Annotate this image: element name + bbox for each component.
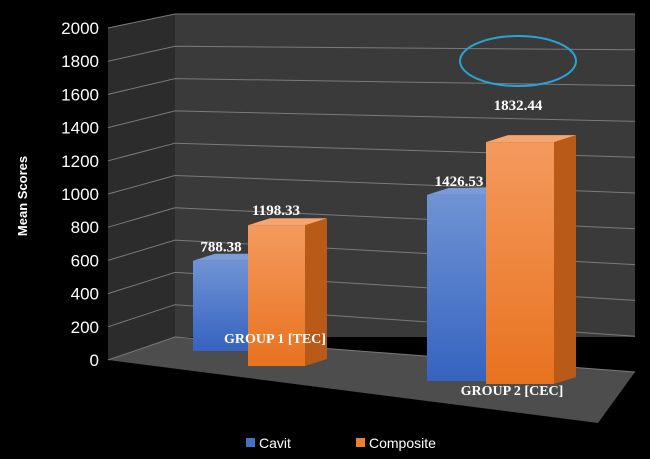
data-label-cavit-group-1: 788.38 bbox=[200, 240, 241, 256]
data-label-cavit-group-2: 1426.53 bbox=[435, 174, 484, 190]
legend-swatch-composite bbox=[356, 438, 365, 447]
gridline bbox=[107, 45, 636, 62]
bar-side-face bbox=[554, 135, 576, 384]
bar-front-face bbox=[248, 225, 305, 366]
y-tick-label: 1000 bbox=[61, 185, 99, 204]
data-label-composite-group-1: 1198.33 bbox=[252, 203, 300, 219]
bar-top-face bbox=[248, 218, 327, 226]
data-labels: 788.38 1198.33 1426.53 1832.44 bbox=[200, 98, 543, 256]
y-tick-label: 2000 bbox=[61, 19, 99, 38]
bar-front-face bbox=[427, 194, 487, 381]
gridline bbox=[107, 142, 636, 162]
chart-floor bbox=[108, 337, 635, 423]
bar-front-face bbox=[193, 260, 249, 351]
highlight-ellipse bbox=[459, 35, 577, 87]
legend-label-cavit: Cavit bbox=[259, 435, 291, 451]
gridline bbox=[107, 110, 636, 129]
y-tick-label: 0 bbox=[90, 351, 99, 370]
y-tick-label: 1600 bbox=[61, 85, 99, 104]
category-label-group-2: GROUP 2 [CEC] bbox=[461, 384, 564, 399]
y-tick-label: 200 bbox=[71, 318, 99, 337]
data-label-composite-group-2: 1832.44 bbox=[494, 98, 543, 114]
gridline bbox=[107, 78, 636, 95]
y-tick-label: 1200 bbox=[61, 152, 99, 171]
bar-composite-group-1 bbox=[248, 218, 327, 366]
legend: Cavit Composite bbox=[246, 435, 436, 451]
y-tick-label: 1400 bbox=[61, 119, 99, 138]
category-label-group-1: GROUP 1 [TEC] bbox=[224, 332, 326, 347]
legend-label-composite: Composite bbox=[369, 435, 436, 451]
bar-composite-group-2 bbox=[486, 135, 576, 384]
y-axis-title: Mean Scores bbox=[15, 156, 30, 236]
bar-top-face bbox=[486, 135, 576, 143]
y-tick-label: 800 bbox=[71, 218, 99, 237]
y-tick-label: 1800 bbox=[61, 52, 99, 71]
legend-swatch-cavit bbox=[246, 438, 255, 447]
y-tick-label: 600 bbox=[71, 251, 99, 270]
gridline bbox=[107, 174, 636, 195]
bar-front-face bbox=[486, 142, 554, 384]
bars bbox=[193, 135, 576, 384]
y-tick-label: 400 bbox=[71, 285, 99, 304]
gridline bbox=[107, 13, 635, 29]
y-axis-ticks: 0 200 400 600 800 1000 1200 1400 1600 1800 2000 bbox=[61, 19, 99, 370]
bar-side-face bbox=[305, 218, 327, 366]
chart-side-wall bbox=[108, 14, 175, 360]
